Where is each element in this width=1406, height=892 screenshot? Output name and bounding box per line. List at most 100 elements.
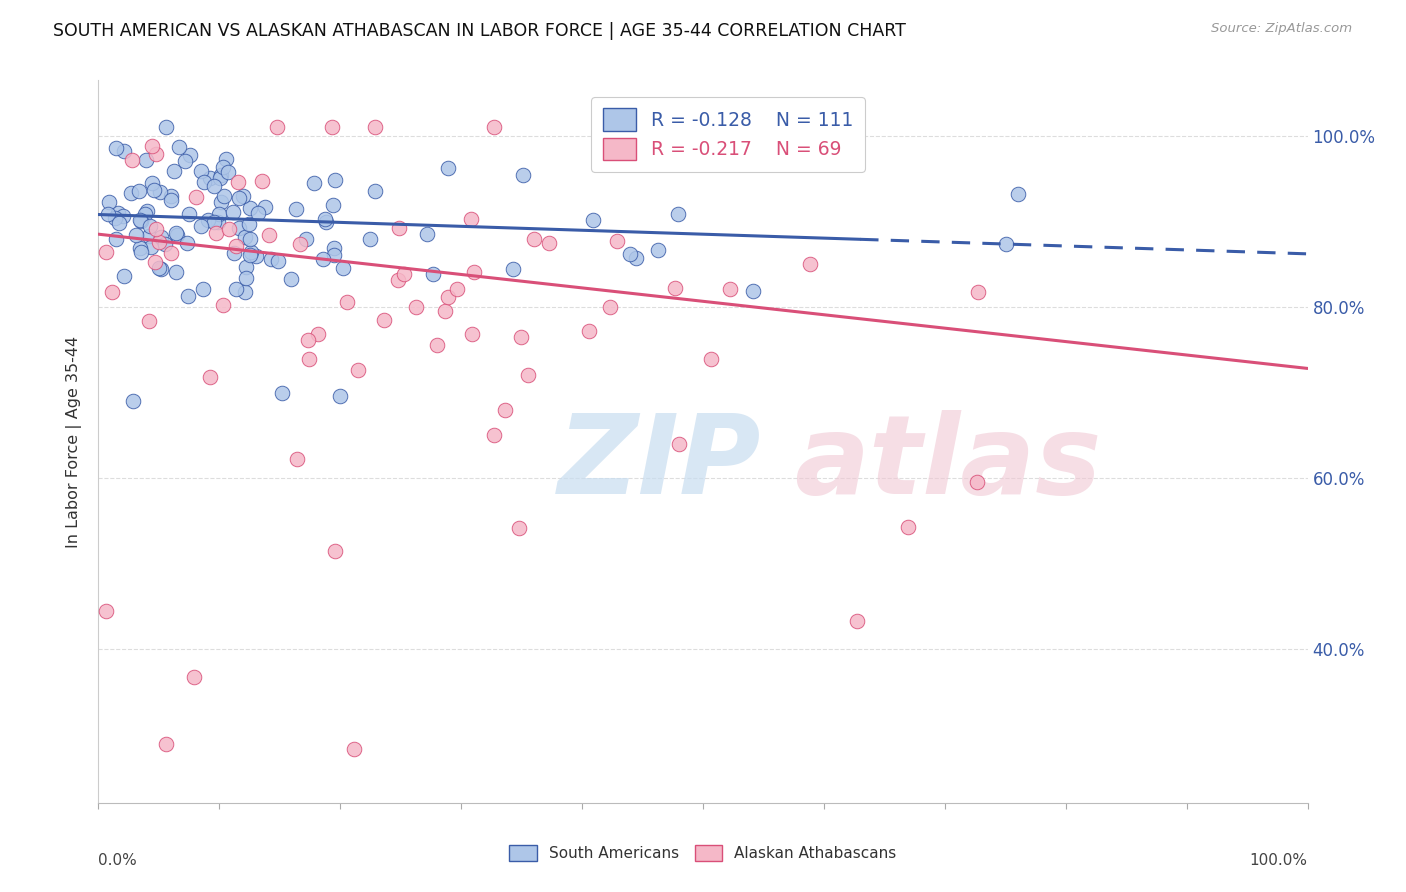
Point (433, 304, 456, 318)
Point (148, 261, 170, 276)
Point (190, 164, 212, 178)
Point (226, 175, 249, 189)
Point (159, 193, 181, 207)
Point (523, 232, 546, 246)
Point (174, 154, 197, 169)
Point (373, 313, 395, 327)
Point (112, 144, 135, 158)
Point (329, 389, 352, 403)
Point (967, 285, 990, 299)
Point (270, 386, 292, 401)
Point (770, 156, 793, 170)
Point (846, 614, 869, 628)
Point (502, 262, 524, 277)
Point (228, 191, 250, 205)
Point (149, 185, 172, 199)
Point (198, 369, 221, 384)
Point (280, 272, 302, 286)
Point (626, 251, 648, 265)
Point (138, 314, 160, 328)
Point (235, 270, 257, 285)
Point (224, 245, 246, 260)
Legend: South Americans, Alaskan Athabascans: South Americans, Alaskan Athabascans (503, 839, 903, 867)
Point (145, 147, 167, 161)
Point (325, 173, 347, 187)
Point (225, 239, 247, 253)
Point (1007, 186, 1029, 201)
Point (668, 437, 690, 451)
Point (266, 120, 288, 135)
Point (494, 403, 516, 417)
Point (207, 215, 229, 229)
Point (138, 228, 160, 243)
Point (105, 141, 128, 155)
Point (160, 188, 183, 202)
Point (252, 174, 274, 188)
Point (141, 138, 163, 153)
Point (966, 475, 988, 490)
Point (239, 232, 262, 246)
Point (364, 120, 387, 135)
Point (228, 221, 250, 235)
Point (647, 244, 669, 258)
Point (699, 352, 721, 367)
Text: ZIP: ZIP (558, 409, 762, 516)
Point (461, 326, 484, 341)
Text: 100.0%: 100.0% (1250, 854, 1308, 869)
Point (217, 165, 239, 179)
Point (160, 246, 183, 260)
Point (100, 285, 122, 299)
Point (239, 248, 262, 262)
Point (312, 252, 335, 266)
Point (297, 333, 319, 347)
Point (388, 221, 411, 235)
Point (176, 235, 198, 250)
Point (107, 216, 129, 230)
Point (387, 273, 409, 287)
Point (509, 329, 531, 343)
Point (129, 245, 152, 260)
Point (508, 521, 530, 535)
Point (364, 184, 387, 198)
Point (446, 282, 468, 296)
Point (94, 604, 117, 618)
Point (307, 326, 329, 341)
Point (422, 267, 444, 281)
Point (141, 176, 163, 190)
Point (145, 255, 167, 269)
Point (165, 226, 187, 240)
Point (211, 298, 233, 312)
Point (141, 240, 163, 254)
Point (994, 237, 1017, 252)
Point (225, 282, 247, 296)
Point (183, 670, 205, 684)
Text: Source: ZipAtlas.com: Source: ZipAtlas.com (1212, 22, 1353, 36)
Point (153, 236, 176, 251)
Point (512, 169, 534, 183)
Point (257, 228, 280, 243)
Point (212, 188, 235, 202)
Point (112, 210, 135, 224)
Point (128, 184, 150, 198)
Point (149, 230, 172, 244)
Point (208, 207, 231, 221)
Point (209, 168, 232, 182)
Point (112, 268, 135, 283)
Point (321, 120, 343, 135)
Point (302, 176, 325, 190)
Point (155, 737, 177, 751)
Point (98, 194, 121, 209)
Point (204, 215, 226, 229)
Point (143, 183, 166, 197)
Point (314, 212, 336, 227)
Point (202, 178, 225, 193)
Point (218, 222, 240, 236)
Point (599, 300, 621, 314)
Point (315, 215, 337, 229)
Point (211, 194, 233, 209)
Point (897, 520, 920, 534)
Point (288, 237, 311, 252)
Point (336, 295, 359, 310)
Point (96, 244, 118, 259)
Point (253, 201, 276, 215)
